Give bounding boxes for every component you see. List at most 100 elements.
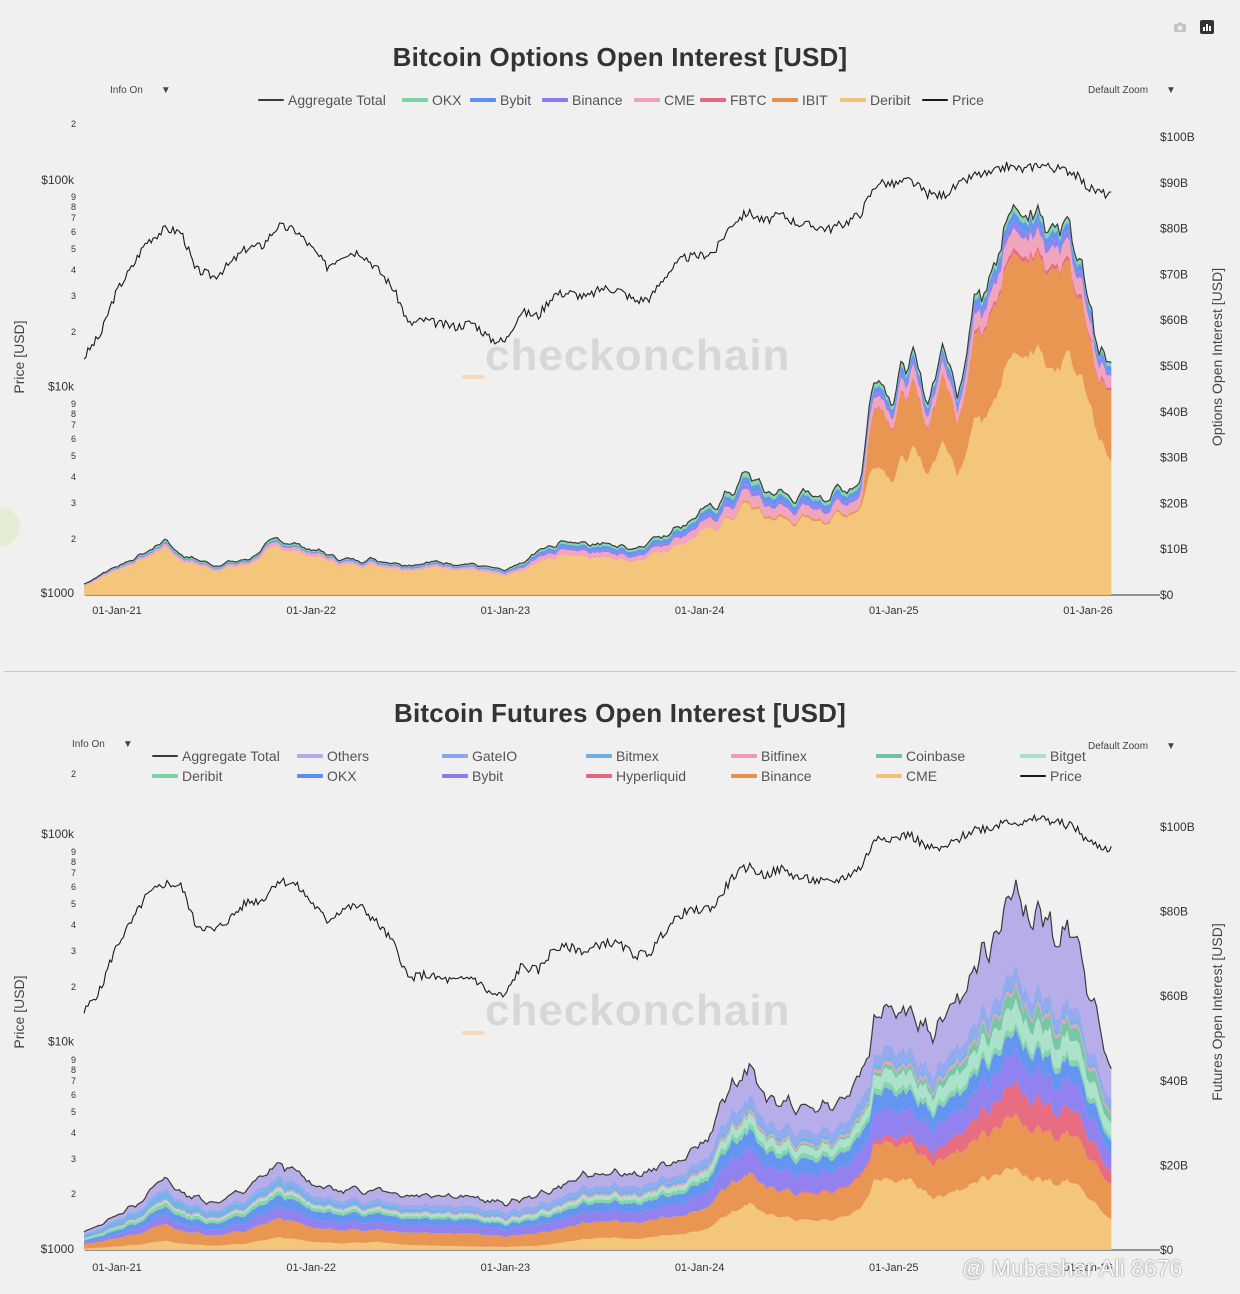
x-tick-label: 01-Jan-23 [481, 1262, 531, 1274]
legend-swatch [634, 98, 660, 102]
legend-label: IBIT [802, 92, 828, 108]
futures-zoom-select[interactable]: Default Zoom ▼ [1088, 741, 1176, 752]
area-deribit [84, 1021, 1112, 1241]
legend-label: Hyperliquid [616, 768, 687, 784]
x-tick-label: 01-Jan-23 [481, 605, 531, 617]
left-minor-tick-label: 9 [71, 1055, 76, 1065]
legend-swatch [731, 774, 757, 778]
area-okx [84, 204, 1112, 585]
left-minor-tick-label: 3 [71, 946, 76, 956]
legend-label: Bybit [472, 768, 504, 784]
legend-swatch [297, 754, 323, 758]
legend-item-bitget[interactable]: Bitget [1020, 748, 1086, 764]
legend-item-binance[interactable]: Binance [542, 92, 623, 108]
x-tick-label: 01-Jan-26 [1063, 1262, 1113, 1274]
legend-item-fbtc[interactable]: FBTC [700, 92, 767, 108]
legend-item-bitmex[interactable]: Bitmex [586, 748, 659, 764]
legend-swatch [840, 98, 866, 102]
legend-item-hyperliquid[interactable]: Hyperliquid [586, 768, 686, 784]
right-tick-label: $0 [1160, 1243, 1174, 1257]
left-axis-title: Price [USD] [11, 320, 27, 393]
legend-item-ibit[interactable]: IBIT [772, 92, 828, 108]
options-zoom-select[interactable]: Default Zoom ▼ [1088, 85, 1176, 96]
legend-label: Others [327, 748, 370, 764]
legend-label: Price [1050, 768, 1082, 784]
right-tick-label: $20B [1160, 496, 1188, 510]
left-minor-tick-label: 4 [71, 1128, 76, 1138]
area-ibit [84, 250, 1112, 586]
left-minor-tick-label: 4 [71, 920, 76, 930]
left-minor-tick-label: 5 [71, 244, 76, 254]
options-info-toggle[interactable]: Info On ▼ [110, 85, 171, 96]
legend-item-aggregate-total[interactable]: Aggregate Total [258, 92, 386, 108]
legend-label: GateIO [472, 748, 518, 764]
camera-icon[interactable] [1173, 20, 1187, 34]
area-cme [84, 1166, 1112, 1250]
legend-item-deribit[interactable]: Deribit [840, 92, 910, 108]
left-minor-tick-label: 7 [71, 1076, 76, 1086]
chevron-down-icon: ▼ [122, 739, 133, 750]
price-line [83, 813, 1112, 1014]
x-tick-label: 01-Jan-25 [869, 605, 919, 617]
options-chart-panel: Bitcoin Options Open Interest [USD] Info… [11, 42, 1225, 617]
legend-item-price[interactable]: Price [922, 92, 984, 108]
legend-swatch [700, 98, 726, 102]
left-minor-tick-label: 2 [71, 1189, 76, 1199]
futures-info-toggle[interactable]: Info On ▼ [72, 739, 133, 750]
info-toggle-label: Info On [110, 85, 143, 96]
right-axis-title: Futures Open Interest [USD] [1209, 923, 1225, 1100]
options-chart-title: Bitcoin Options Open Interest [USD] [392, 42, 848, 72]
legend-swatch [876, 754, 902, 758]
legend-swatch [586, 754, 612, 758]
legend-label: OKX [432, 92, 462, 108]
watermark-logo [462, 1031, 484, 1035]
options-plot: checkonchain$100k$10k$100098765432298765… [11, 119, 1225, 617]
bar-chart-icon[interactable] [1200, 20, 1214, 34]
left-minor-tick-label: 8 [71, 202, 76, 212]
left-minor-tick-label: 3 [71, 1154, 76, 1164]
legend-item-deribit[interactable]: Deribit [152, 768, 222, 784]
left-minor-tick-label: 4 [71, 265, 76, 275]
right-tick-label: $80B [1160, 222, 1188, 236]
legend-item-bybit[interactable]: Bybit [470, 92, 531, 108]
legend-label: Bitmex [616, 748, 659, 764]
x-tick-label: 01-Jan-24 [675, 605, 725, 617]
right-tick-label: $90B [1160, 176, 1188, 190]
futures-plot: checkonchain$100k$10k$100098765432298765… [11, 769, 1225, 1274]
zoom-select-label: Default Zoom [1088, 741, 1149, 752]
legend-item-gateio[interactable]: GateIO [442, 748, 517, 764]
legend-item-okx[interactable]: OKX [297, 768, 357, 784]
legend-label: Deribit [870, 92, 911, 108]
legend-item-cme[interactable]: CME [634, 92, 695, 108]
left-minor-tick-label: 2 [71, 327, 76, 337]
legend-swatch [152, 755, 178, 757]
legend-item-cme[interactable]: CME [876, 768, 937, 784]
left-minor-tick-label: 2 [71, 119, 76, 129]
chevron-down-icon: ▼ [1166, 741, 1176, 752]
watermark-logo [462, 375, 484, 379]
watermark-text: checkonchain [485, 331, 790, 380]
chevron-down-icon: ▼ [160, 85, 171, 96]
right-tick-label: $10B [1160, 542, 1188, 556]
futures-chart-panel: Bitcoin Futures Open Interest [USD] Info… [0, 672, 1240, 1294]
legend-item-coinbase[interactable]: Coinbase [876, 748, 965, 764]
legend-swatch [586, 774, 612, 778]
right-axis-title: Options Open Interest [USD] [1209, 268, 1225, 446]
legend-swatch [1020, 775, 1046, 777]
left-minor-tick-label: 6 [71, 882, 76, 892]
legend-item-bybit[interactable]: Bybit [442, 768, 503, 784]
legend-label: Binance [761, 768, 812, 784]
left-tick-label: $1000 [41, 1242, 75, 1256]
area-okx [84, 1027, 1112, 1243]
legend-item-okx[interactable]: OKX [402, 92, 462, 108]
legend-label: FBTC [730, 92, 767, 108]
legend-label: Deribit [182, 768, 223, 784]
legend-item-others[interactable]: Others [297, 748, 369, 764]
legend-item-binance[interactable]: Binance [731, 768, 812, 784]
legend-item-price[interactable]: Price [1020, 768, 1082, 784]
panel-divider [4, 671, 1236, 672]
legend-item-bitfinex[interactable]: Bitfinex [731, 748, 807, 764]
legend-label: Price [952, 92, 984, 108]
x-tick-label: 01-Jan-21 [92, 605, 142, 617]
legend-item-aggregate-total[interactable]: Aggregate Total [152, 748, 280, 764]
